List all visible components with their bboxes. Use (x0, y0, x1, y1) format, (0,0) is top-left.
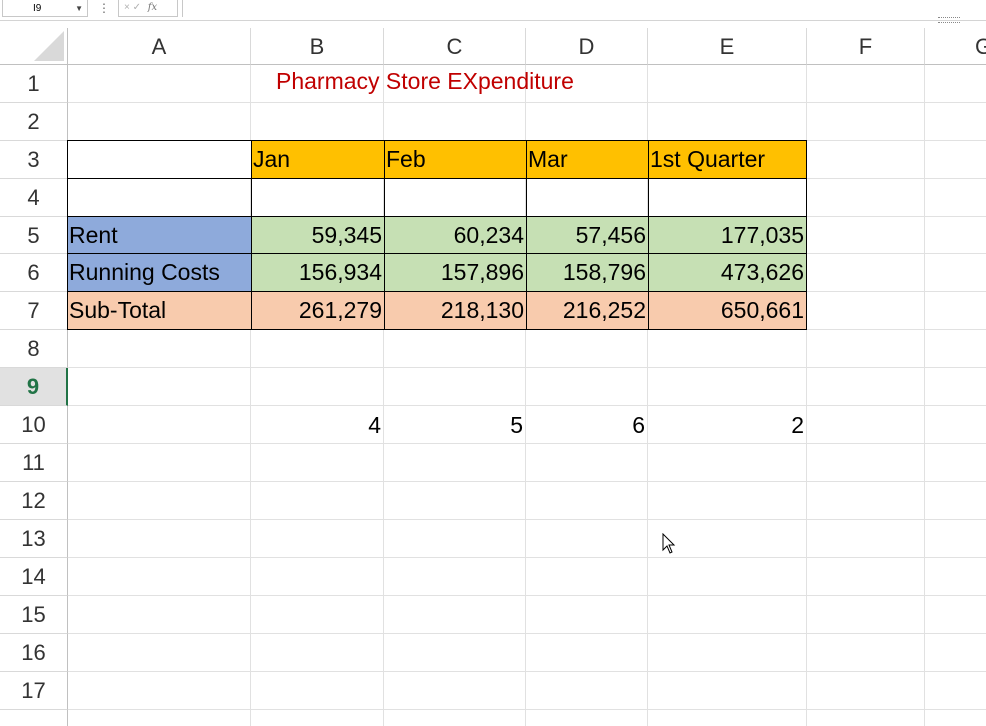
gridline (68, 481, 986, 482)
row-header-8[interactable]: 8 (0, 330, 68, 368)
rent-mar[interactable]: 57,456 (526, 216, 649, 254)
more-options-icon[interactable]: ⋮ (98, 1, 110, 15)
running-quarter[interactable]: 473,626 (648, 253, 807, 292)
worksheet-grid[interactable]: A B C D E F G 1 2 3 4 5 6 7 8 9 10 11 12… (0, 28, 986, 726)
subtotal-mar[interactable]: 216,252 (526, 291, 649, 330)
row-header-17[interactable]: 17 (0, 672, 68, 710)
gridline (68, 595, 986, 596)
column-header-g[interactable]: G (925, 28, 986, 65)
subtotal-jan[interactable]: 261,279 (251, 291, 385, 330)
column-header-b[interactable]: B (251, 28, 384, 65)
row-header-15[interactable]: 15 (0, 596, 68, 634)
gridline (68, 633, 986, 634)
cell-e10[interactable]: 2 (791, 412, 804, 438)
mouse-pointer-icon (662, 533, 676, 554)
running-feb[interactable]: 157,896 (384, 253, 527, 292)
resize-grip-icon[interactable] (938, 17, 960, 23)
gridline (924, 65, 925, 726)
row-header-10[interactable]: 10 (0, 406, 68, 444)
chevron-down-icon[interactable]: ▼ (75, 4, 83, 13)
gridline (68, 405, 986, 406)
gridline (250, 65, 251, 726)
running-costs-label[interactable]: Running Costs (67, 253, 252, 292)
row-header-13[interactable]: 13 (0, 520, 68, 558)
check-icon[interactable]: ✓ (132, 2, 142, 13)
function-icon[interactable]: fx (147, 2, 158, 13)
row-header-18[interactable]: 18 (0, 710, 68, 726)
row-header-2[interactable]: 2 (0, 103, 68, 141)
gridline (68, 443, 986, 444)
select-all-button[interactable] (0, 28, 68, 65)
header-cell-feb[interactable]: Feb (384, 140, 527, 179)
row-header-1[interactable]: 1 (0, 65, 68, 103)
row-header-14[interactable]: 14 (0, 558, 68, 596)
column-header-a[interactable]: A (68, 28, 251, 65)
running-mar[interactable]: 158,796 (526, 253, 649, 292)
rent-quarter[interactable]: 177,035 (648, 216, 807, 254)
gridline (68, 671, 986, 672)
rent-label[interactable]: Rent (67, 216, 252, 254)
name-box-value: I9 (33, 3, 42, 14)
row-header-12[interactable]: 12 (0, 482, 68, 520)
row-header-7[interactable]: 7 (0, 292, 68, 330)
gridline (68, 557, 986, 558)
subtotal-quarter[interactable]: 650,661 (648, 291, 807, 330)
active-cell-indicator (66, 368, 68, 405)
subtotal-label[interactable]: Sub-Total (67, 291, 252, 330)
rent-feb[interactable]: 60,234 (384, 216, 527, 254)
column-header-e[interactable]: E (648, 28, 807, 65)
gridline (68, 367, 986, 368)
row-header-3[interactable]: 3 (0, 141, 68, 179)
gridline (68, 709, 986, 710)
sheet-title[interactable]: Pharmacy Store EXpenditure (276, 68, 574, 94)
subtotal-feb[interactable]: 218,130 (384, 291, 527, 330)
row-header-9[interactable]: 9 (0, 368, 68, 406)
header-cell-mar[interactable]: Mar (526, 140, 649, 179)
row-header-5[interactable]: 5 (0, 217, 68, 254)
gridline (68, 519, 986, 520)
cell-e4[interactable] (648, 178, 807, 217)
cell-d4[interactable] (526, 178, 649, 217)
row-header-4[interactable]: 4 (0, 179, 68, 217)
rent-jan[interactable]: 59,345 (251, 216, 385, 254)
cell-d10[interactable]: 6 (632, 412, 645, 438)
gridline (806, 65, 807, 726)
formula-input[interactable] (182, 0, 986, 17)
cancel-icon[interactable]: × (124, 2, 130, 13)
formula-bar: I9 ▼ ⋮ × ✓ fx (0, 0, 986, 23)
header-cell-quarter[interactable]: 1st Quarter (648, 140, 807, 179)
row-header-16[interactable]: 16 (0, 634, 68, 672)
formula-controls: × ✓ fx (118, 0, 178, 17)
column-header-f[interactable]: F (807, 28, 925, 65)
cell-c4[interactable] (384, 178, 527, 217)
cell-a3[interactable] (67, 140, 252, 179)
gridline (525, 65, 526, 726)
gridline (383, 65, 384, 726)
cell-a4[interactable] (67, 178, 252, 217)
row-header-11[interactable]: 11 (0, 444, 68, 482)
cell-b10[interactable]: 4 (368, 412, 381, 438)
header-cell-jan[interactable]: Jan (251, 140, 385, 179)
running-jan[interactable]: 156,934 (251, 253, 385, 292)
select-all-triangle-icon (34, 31, 64, 61)
column-header-c[interactable]: C (384, 28, 526, 65)
column-header-d[interactable]: D (526, 28, 648, 65)
name-box[interactable]: I9 ▼ (2, 0, 88, 17)
cell-c10[interactable]: 5 (510, 412, 523, 438)
gridline (647, 65, 648, 726)
gridline (68, 102, 986, 103)
cell-b4[interactable] (251, 178, 385, 217)
row-header-6[interactable]: 6 (0, 254, 68, 292)
